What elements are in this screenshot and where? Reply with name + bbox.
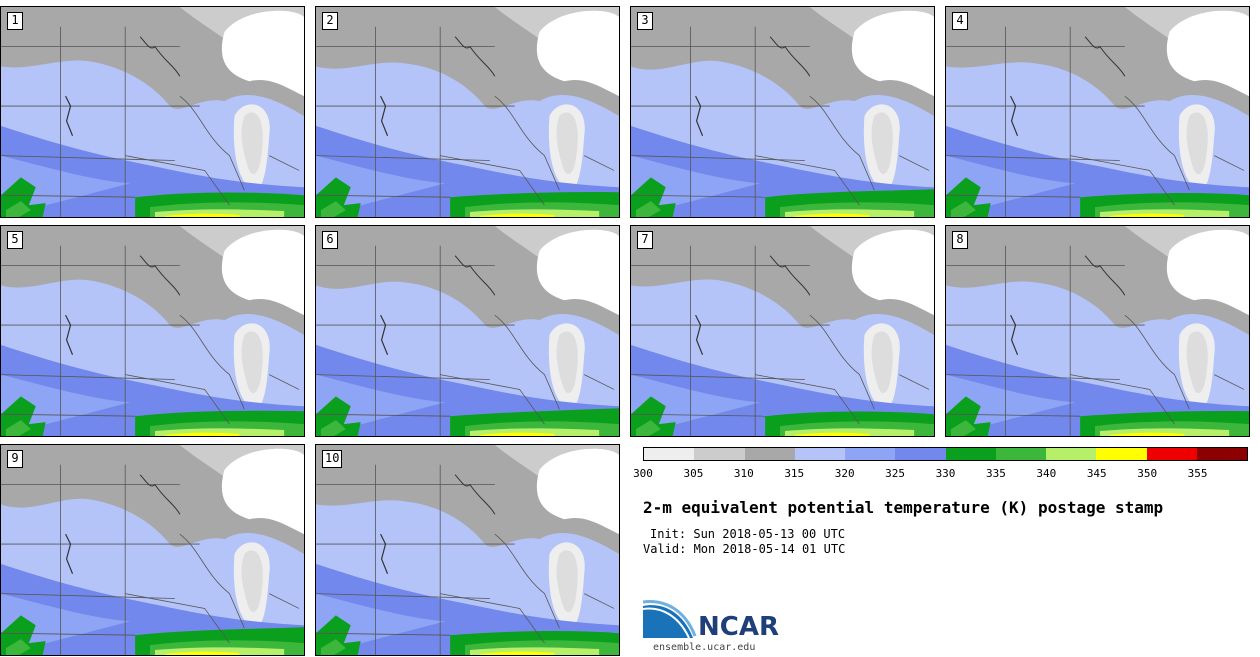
colorbar-segment — [895, 448, 946, 460]
colorbar-segment — [1146, 448, 1197, 460]
colorbar-tick-label: 310 — [733, 467, 754, 480]
colorbar-tick-label: 325 — [885, 467, 906, 480]
ensemble-member-panel: 3 — [630, 6, 935, 218]
valid-time: Valid: Mon 2018-05-14 01 UTC — [643, 542, 846, 556]
ncar-logo-icon — [643, 600, 697, 639]
colorbar-segment — [794, 448, 845, 460]
map-field — [946, 7, 1249, 217]
map-field — [316, 445, 619, 655]
colorbar-tick-label: 330 — [935, 467, 956, 480]
colorbar-segment — [1046, 448, 1097, 460]
ensemble-member-panel: 9 — [0, 444, 305, 656]
map-field — [1, 7, 304, 217]
colorbar-segment — [1096, 448, 1147, 460]
map-field — [1, 226, 304, 436]
ensemble-member-panel: 4 — [945, 6, 1250, 218]
colorbar-tick-label: 305 — [683, 467, 704, 480]
colorbar-tick-label: 345 — [1086, 467, 1107, 480]
logo-wordmark: NCAR — [698, 612, 779, 642]
member-number-label: 9 — [7, 450, 23, 468]
ensemble-member-panel: 7 — [630, 225, 935, 437]
colorbar-segment — [744, 448, 795, 460]
map-field — [631, 226, 934, 436]
colorbar-segment — [995, 448, 1046, 460]
member-number-label: 5 — [7, 231, 23, 249]
colorbar-tick-label: 340 — [1036, 467, 1057, 480]
ensemble-member-panel: 8 — [945, 225, 1250, 437]
map-field — [631, 7, 934, 217]
member-number-label: 4 — [952, 12, 968, 30]
logo-url: ensemble.ucar.edu — [653, 642, 756, 653]
member-number-label: 7 — [637, 231, 653, 249]
colorbar-tick-label: 315 — [784, 467, 805, 480]
colorbar-tick-label: 350 — [1137, 467, 1158, 480]
plot-title: 2-m equivalent potential temperature (K)… — [643, 498, 1164, 517]
ensemble-member-panel: 2 — [315, 6, 620, 218]
ensemble-member-panel: 5 — [0, 225, 305, 437]
map-field — [316, 226, 619, 436]
member-number-label: 3 — [637, 12, 653, 30]
member-number-label: 8 — [952, 231, 968, 249]
member-number-label: 10 — [322, 450, 343, 468]
ensemble-member-panel: 1 — [0, 6, 305, 218]
ensemble-member-panel: 6 — [315, 225, 620, 437]
colorbar-segment — [644, 448, 695, 460]
member-number-label: 2 — [322, 12, 338, 30]
colorbar-ticks: 300 305 310 315 320 325 330 335 340 345 350 355 — [633, 467, 1248, 481]
colorbar-segment — [694, 448, 745, 460]
colorbar — [643, 447, 1248, 461]
colorbar-segment — [1196, 448, 1247, 460]
colorbar-segment — [845, 448, 896, 460]
colorbar-segment — [945, 448, 996, 460]
map-field — [1, 445, 304, 655]
colorbar-tick-label: 320 — [834, 467, 855, 480]
ensemble-member-panel: 10 — [315, 444, 620, 656]
member-number-label: 1 — [7, 12, 23, 30]
colorbar-tick-label: 335 — [985, 467, 1006, 480]
map-field — [946, 226, 1249, 436]
init-time: Init: Sun 2018-05-13 00 UTC — [650, 527, 846, 541]
member-number-label: 6 — [322, 231, 338, 249]
map-field — [316, 7, 619, 217]
colorbar-tick-label: 300 — [633, 467, 653, 480]
colorbar-tick-label: 355 — [1187, 467, 1208, 480]
